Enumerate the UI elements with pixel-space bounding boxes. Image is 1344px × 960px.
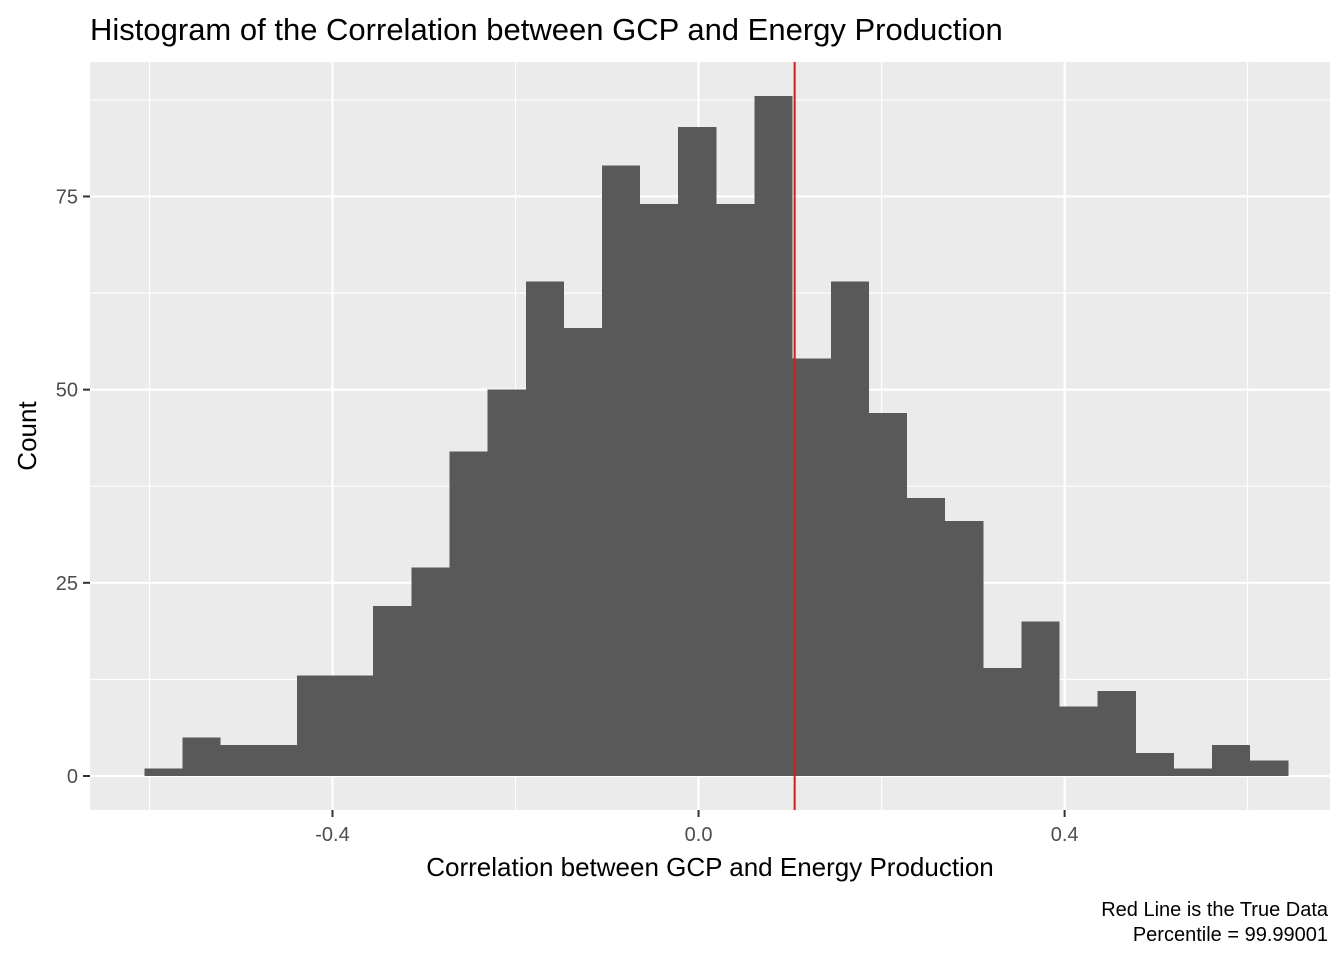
x-axis-title: Correlation between GCP and Energy Produ… (426, 852, 994, 882)
histogram-bar (525, 281, 564, 776)
x-tick-label: -0.4 (315, 824, 349, 846)
histogram-bar (335, 675, 374, 776)
y-tick-label: 50 (56, 380, 78, 402)
chart-title: Histogram of the Correlation between GCP… (90, 12, 1003, 47)
histogram-bar (297, 675, 336, 776)
histogram-bar (1250, 760, 1289, 776)
caption-line-2: Percentile = 99.99001 (1133, 924, 1328, 946)
histogram-bar (1135, 752, 1174, 776)
histogram-bar (945, 521, 984, 776)
histogram-bar (144, 768, 183, 776)
y-tick-label: 75 (56, 186, 78, 208)
histogram-bar (602, 165, 641, 776)
histogram-bar (907, 497, 946, 776)
histogram-bar (449, 451, 488, 776)
histogram-bar (868, 412, 908, 776)
histogram-bar (678, 126, 717, 777)
y-axis-ticks: 0 25 50 75 (56, 186, 90, 788)
x-tick-label: 0.0 (685, 824, 713, 846)
histogram-bar (1059, 706, 1098, 776)
histogram-bar (1021, 621, 1060, 776)
histogram-bar (1097, 691, 1136, 776)
histogram-bar (563, 327, 603, 776)
histogram-bar (792, 358, 831, 776)
histogram-bar (754, 96, 793, 776)
histogram-bar (640, 204, 679, 776)
y-axis-title: Count (12, 401, 42, 471)
x-axis-ticks: -0.4 0.0 0.4 (315, 810, 1079, 846)
histogram-bar (373, 606, 412, 776)
histogram-bar (258, 745, 298, 776)
histogram-bars (144, 96, 1289, 777)
histogram-bar (487, 389, 526, 776)
histogram-bar (1173, 768, 1213, 776)
histogram-bar (411, 567, 450, 776)
histogram-bar (182, 737, 221, 776)
histogram-bar (220, 745, 259, 776)
histogram-bar (716, 204, 755, 776)
histogram-bar (983, 667, 1022, 776)
x-tick-label: 0.4 (1051, 824, 1079, 846)
histogram-bar (1212, 745, 1251, 776)
histogram-bar (830, 281, 869, 776)
caption-line-1: Red Line is the True Data (1101, 899, 1329, 921)
y-tick-label: 0 (67, 766, 78, 788)
y-tick-label: 25 (56, 573, 78, 595)
